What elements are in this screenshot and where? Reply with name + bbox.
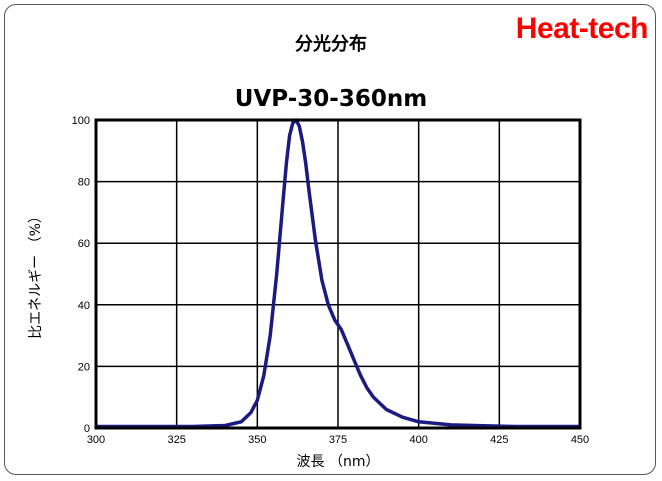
series-line xyxy=(96,118,580,429)
x-tick-label: 300 xyxy=(87,434,105,446)
y-tick-label: 40 xyxy=(78,300,90,312)
y-tick-label: 60 xyxy=(78,238,90,250)
x-tick-label: 425 xyxy=(490,434,508,446)
plot-border xyxy=(94,118,582,430)
y-tick-label: 100 xyxy=(72,115,90,127)
y-tick-label: 80 xyxy=(78,177,90,189)
x-tick-label: 375 xyxy=(329,434,347,446)
chart-subtitle: UVP-30-360nm xyxy=(234,86,428,112)
y-tick-label: 0 xyxy=(84,423,90,435)
chart-frame xyxy=(4,4,656,475)
grid xyxy=(95,119,581,429)
chart-title: 分光分布 xyxy=(295,34,367,55)
x-tick-labels: 300 325 350 375 400 425 450 xyxy=(87,434,589,446)
x-tick-label: 350 xyxy=(248,434,266,446)
x-tick-label: 400 xyxy=(409,434,427,446)
y-tick-labels: 0 20 40 60 80 100 xyxy=(72,115,90,435)
x-tick-label: 450 xyxy=(571,434,589,446)
y-tick-label: 20 xyxy=(78,361,90,373)
x-axis-label: 波長 （nm） xyxy=(297,454,380,470)
x-tick-label: 325 xyxy=(167,434,185,446)
y-axis-label: 比エネルギー （%） xyxy=(28,209,44,339)
brand-logo: Heat-tech xyxy=(515,12,649,45)
